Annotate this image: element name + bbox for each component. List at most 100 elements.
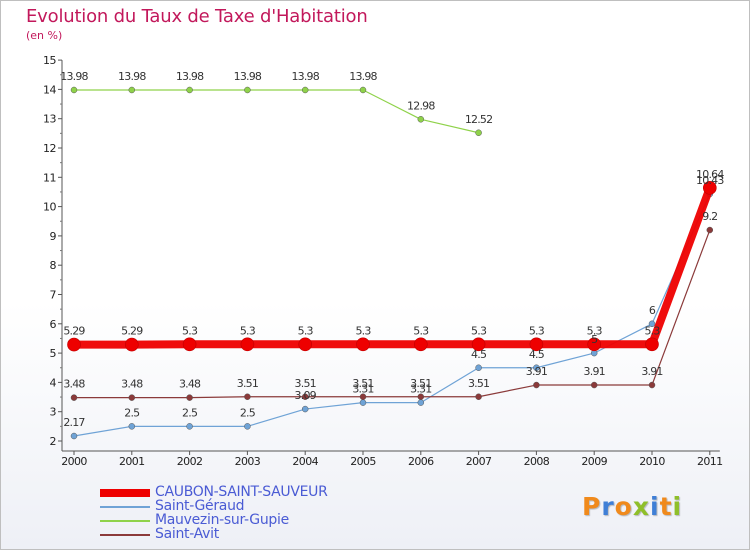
data-point (471, 337, 486, 352)
data-point (475, 364, 482, 371)
data-point (475, 393, 482, 401)
series-line-1 (73, 193, 711, 437)
data-label: 4.5 (529, 348, 545, 361)
data-label: 5.3 (182, 324, 198, 337)
data-point (475, 129, 482, 137)
data-label: 4.5 (471, 348, 487, 361)
data-point (70, 432, 78, 440)
data-point (359, 399, 367, 406)
data-point (359, 393, 367, 401)
data-point (533, 381, 540, 389)
y-tick-label: 8 (50, 259, 57, 272)
data-point (128, 394, 136, 401)
data-point (244, 86, 251, 94)
data-label: 3.09 (295, 389, 317, 402)
y-tick-label: 7 (50, 289, 57, 302)
y-tick-label: 11 (43, 171, 56, 184)
data-point (702, 181, 717, 195)
data-label: 5.3 (240, 324, 256, 337)
data-label: 5.29 (63, 325, 85, 338)
data-point (648, 381, 656, 389)
x-tick-label: 2009 (581, 455, 607, 468)
x-tick-label: 2008 (524, 455, 550, 468)
data-label: 2.5 (124, 406, 140, 419)
chart-subtitle: (en %) (26, 29, 63, 42)
data-point (240, 337, 255, 352)
data-point (125, 337, 139, 352)
data-label: 3.48 (179, 378, 201, 391)
data-label: 5 (591, 333, 598, 346)
data-point (298, 337, 313, 352)
series-line-2 (73, 89, 480, 134)
x-tick-label: 2003 (235, 455, 261, 468)
data-point (128, 86, 136, 94)
data-label: 3.48 (121, 378, 143, 391)
legend-swatch (100, 534, 150, 536)
data-label: 12.52 (465, 113, 493, 126)
legend-label: CAUBON-SAINT-SAUVEUR (155, 484, 328, 500)
x-tick-label: 2007 (466, 455, 492, 468)
data-label: 13.98 (176, 70, 204, 83)
legend-swatch (100, 489, 150, 497)
data-label: 10.64 (696, 168, 724, 181)
data-label: 2.5 (240, 406, 256, 419)
x-tick-label: 2006 (408, 455, 434, 468)
data-point (645, 337, 659, 352)
data-point (128, 423, 136, 430)
legend-label: Saint-Avit (155, 526, 219, 542)
data-label: 13.98 (291, 70, 319, 83)
data-point (70, 86, 78, 94)
legend-label: Mauvezin-sur-Gupie (155, 512, 289, 528)
data-label: 12.98 (407, 99, 435, 112)
data-point (70, 394, 78, 401)
x-tick-label: 2002 (177, 455, 203, 468)
data-point (182, 337, 197, 352)
data-point (244, 393, 251, 401)
data-label: 5.3 (644, 324, 660, 337)
data-label: 6 (649, 304, 656, 317)
data-label: 3.31 (352, 383, 373, 396)
data-label: 3.91 (584, 365, 605, 378)
data-point (244, 423, 251, 430)
x-tick-label: 2001 (119, 455, 145, 468)
y-tick-label: 9 (50, 230, 57, 243)
data-label: 13.98 (60, 70, 88, 83)
data-label: 5.29 (121, 325, 143, 338)
data-label: 2.17 (63, 416, 85, 429)
data-point (706, 226, 714, 234)
x-tick-label: 2005 (350, 455, 376, 468)
data-label: 13.98 (118, 70, 146, 83)
data-label: 5.3 (355, 324, 371, 337)
y-tick-label: 14 (43, 83, 56, 96)
y-tick-label: 3 (50, 406, 57, 419)
data-label: 3.31 (410, 383, 431, 396)
data-label: 5.3 (529, 324, 545, 337)
data-label: 3.91 (526, 365, 547, 378)
data-label: 3.51 (237, 377, 258, 390)
legend-swatch (100, 506, 150, 508)
data-label: 9.2 (702, 210, 717, 223)
data-point (587, 337, 602, 352)
data-point (413, 337, 428, 352)
data-point (533, 364, 540, 371)
series-line-0 (70, 183, 714, 349)
y-tick-label: 5 (50, 347, 57, 360)
series-line-3 (73, 229, 711, 399)
y-tick-label: 2 (50, 435, 57, 448)
y-tick-label: 10 (43, 201, 56, 214)
y-tick-label: 15 (43, 54, 56, 67)
legend-swatch (100, 520, 150, 522)
data-point (417, 399, 425, 406)
y-tick-label: 4 (50, 376, 57, 389)
data-point (648, 320, 656, 328)
data-point (417, 393, 425, 401)
data-label: 5.3 (298, 324, 314, 337)
data-point (529, 337, 544, 352)
data-point (301, 393, 309, 401)
chart-title: Evolution du Taux de Taxe d'Habitation (26, 6, 368, 27)
data-point (186, 423, 193, 430)
data-point (356, 337, 370, 352)
data-label: 3.51 (295, 377, 316, 390)
